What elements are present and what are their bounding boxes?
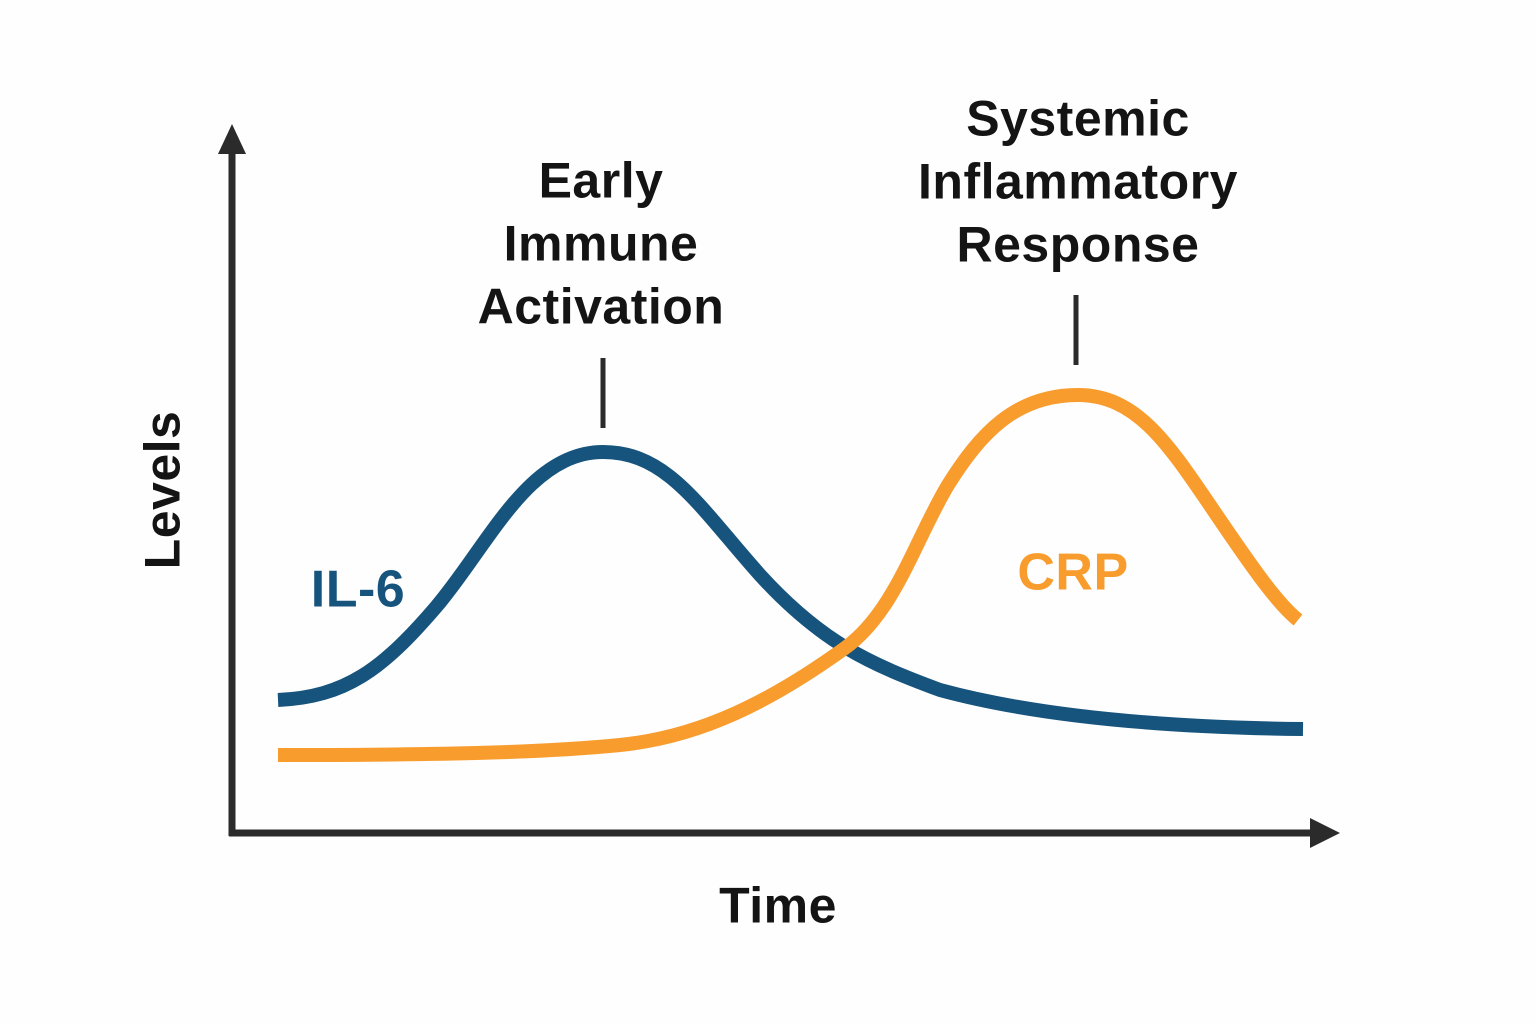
- y-axis-label: Levels: [134, 410, 191, 570]
- crp-series-label: CRP: [1017, 543, 1129, 602]
- y-axis-arrow-icon: [218, 124, 246, 154]
- il6-peak-annotation: Early Immune Activation: [477, 152, 725, 335]
- x-axis-arrow-icon: [1310, 818, 1340, 848]
- il6-series-label: IL-6: [310, 560, 406, 619]
- crp-curve: [277, 388, 1303, 762]
- x-axis-label: Time: [719, 877, 837, 934]
- crp-peak-annotation: Systemic Inflammatory Response: [918, 90, 1238, 273]
- il6-curve: [277, 445, 1304, 736]
